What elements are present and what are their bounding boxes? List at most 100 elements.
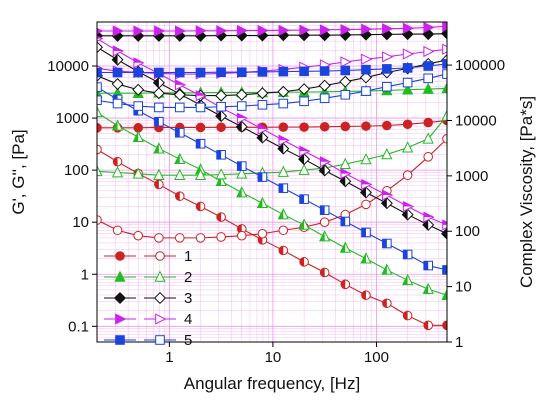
y-right-tick-label: 10	[455, 279, 472, 296]
series-4-loss-modulus-point	[402, 48, 415, 60]
series-5-viscosity-point-half	[320, 205, 325, 215]
series-2-viscosity-point-half	[361, 253, 366, 263]
series-2-loss-modulus-point	[381, 148, 393, 160]
y-right-tick-label: 10000	[455, 112, 497, 129]
series-3-loss-modulus-group	[97, 54, 447, 102]
y-right-tick-label: 1	[455, 334, 463, 351]
series-3-viscosity-point-half	[153, 77, 159, 89]
series-2-loss-modulus-point	[402, 141, 414, 153]
series-1-loss-modulus-point	[319, 217, 330, 227]
series-4-storage-modulus-point	[154, 25, 166, 37]
series-4-loss-modulus-line	[97, 48, 447, 75]
series-5-storage-modulus-point	[154, 67, 164, 78]
series-3-loss-modulus-point	[339, 75, 352, 88]
series-5-loss-modulus-point	[236, 101, 247, 111]
legend-marker-open	[155, 251, 165, 261]
legend-entry-4: 4	[104, 311, 192, 328]
series-5-loss-modulus-point	[319, 93, 330, 104]
series-1-loss-modulus-point	[423, 152, 434, 162]
series-2-loss-modulus-point	[174, 168, 186, 180]
series-5-storage-modulus-point	[112, 67, 123, 78]
series-4-storage-modulus-point	[340, 23, 352, 36]
series-5-loss-modulus-point	[112, 98, 123, 109]
series-4-viscosity-line	[97, 38, 447, 226]
series-1-loss-modulus-point	[174, 233, 185, 243]
series-3-loss-modulus-point	[173, 88, 186, 101]
series-2-loss-modulus-point	[97, 164, 103, 177]
series-4-viscosity-point-half	[361, 179, 372, 185]
series-2-loss-modulus-point	[422, 132, 434, 144]
series-5-storage-modulus-point	[340, 65, 351, 76]
series-2-viscosity-point-half	[278, 209, 284, 219]
series-3-loss-modulus-point	[298, 83, 311, 96]
legend-marker-filled	[113, 291, 127, 305]
series-5-viscosity-point-half	[442, 265, 447, 275]
series-3-viscosity-point-half	[441, 228, 447, 240]
series-1-viscosity-point-half	[154, 180, 159, 189]
series-1-viscosity-point-half	[320, 268, 325, 277]
series-5-loss-modulus-point	[195, 102, 206, 113]
series-5-viscosity-point-half	[403, 250, 408, 259]
series-2-loss-modulus-point	[298, 163, 310, 175]
series-4-storage-modulus-point	[423, 22, 435, 34]
series-5-viscosity-point-half	[258, 172, 263, 182]
series-4-loss-modulus-point	[382, 51, 394, 63]
series-3-viscosity-point-half	[257, 132, 263, 143]
series-2-viscosity-point-half	[257, 197, 263, 208]
series-1-storage-modulus-point	[97, 123, 102, 133]
series-4-storage-modulus-point	[442, 22, 447, 32]
series-5-loss-modulus-point	[340, 89, 351, 100]
series-5-storage-modulus-point	[423, 61, 434, 71]
legend-marker-filled	[115, 251, 125, 261]
series-4-storage-modulus-point	[382, 23, 394, 35]
series-1-loss-modulus-point	[257, 228, 268, 239]
series-1-storage-modulus-point	[216, 122, 226, 133]
series-5-viscosity-point-half	[154, 117, 159, 127]
series-4-loss-modulus-point	[442, 43, 447, 55]
series-5-viscosity-point-half	[361, 228, 366, 237]
series-5-viscosity-point-half	[237, 161, 242, 171]
series-1-loss-modulus-point	[216, 232, 226, 242]
series-4-storage-modulus-point	[361, 23, 373, 35]
series-4-viscosity-point-half	[113, 46, 123, 51]
series-2-loss-modulus-point	[153, 168, 165, 180]
series-5-loss-modulus-point	[216, 101, 226, 112]
series-4-viscosity-point-half	[196, 90, 206, 96]
series-5-storage-modulus-point	[257, 67, 268, 77]
series-1-viscosity-point-half	[175, 191, 180, 201]
series-3-viscosity-point-half	[319, 165, 325, 176]
series-1-viscosity-point-half	[299, 257, 305, 267]
series-1-storage-modulus-point	[402, 119, 413, 130]
series-1-viscosity-point-half	[442, 321, 447, 330]
series-5-viscosity-point-half	[382, 239, 387, 248]
series-2-viscosity-point-half	[154, 143, 159, 153]
series-4-storage-modulus-point	[257, 24, 269, 37]
legend-marker-open	[155, 313, 167, 325]
series-3-viscosity-point	[97, 41, 104, 54]
plot-frame	[96, 21, 448, 343]
legend-label: 3	[184, 290, 192, 307]
series-2-viscosity-line	[97, 111, 447, 296]
series-1-viscosity-point-half	[279, 246, 284, 255]
series-5-loss-modulus-point	[278, 98, 289, 109]
series-4-viscosity-point-half	[97, 36, 103, 39]
series-4-viscosity-point-half	[258, 124, 268, 130]
legend-entry-5: 5	[104, 332, 192, 349]
series-1-loss-modulus-point	[402, 170, 413, 180]
series-5-storage-modulus-point	[133, 67, 144, 78]
series-3-loss-modulus-point	[235, 88, 248, 101]
series-4-viscosity-point-half	[442, 220, 447, 225]
series-3-viscosity-point-half	[360, 187, 366, 198]
series-4-storage-modulus-point	[216, 25, 228, 37]
series-1-viscosity-point-half	[423, 321, 429, 330]
series-1-loss-modulus-point	[112, 225, 123, 236]
y-left-tick-label: 10	[72, 214, 89, 231]
series-3-viscosity-point-half	[236, 121, 242, 133]
series-1-viscosity-point-half	[93, 145, 97, 154]
series-1-loss-modulus-point	[361, 199, 371, 210]
series-3-loss-modulus-point	[256, 87, 269, 100]
series-3-loss-modulus-point	[215, 89, 228, 102]
series-5-loss-modulus-group	[97, 69, 447, 113]
legend-marker-open	[155, 335, 165, 345]
series-1-loss-modulus-point	[133, 230, 144, 241]
